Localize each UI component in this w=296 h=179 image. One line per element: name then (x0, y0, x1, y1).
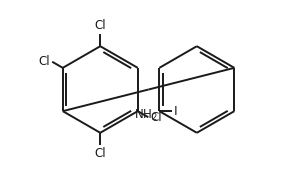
Text: Cl: Cl (150, 111, 162, 124)
Text: Cl: Cl (39, 55, 50, 68)
Text: Cl: Cl (94, 147, 106, 160)
Text: Cl: Cl (94, 19, 106, 32)
Text: I: I (173, 105, 177, 118)
Text: NH$_2$: NH$_2$ (134, 108, 158, 124)
